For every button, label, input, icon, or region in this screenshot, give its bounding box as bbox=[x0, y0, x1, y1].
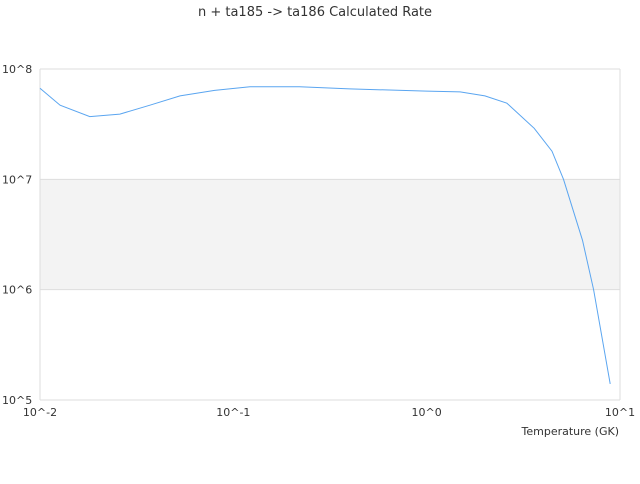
grid-lines bbox=[39, 68, 621, 401]
plot-band bbox=[40, 179, 620, 290]
y-tick-label: 10^8 bbox=[2, 63, 32, 76]
x-tick-label: 10^0 bbox=[412, 406, 442, 419]
y-tick-label: 10^6 bbox=[2, 284, 32, 297]
y-tick-label: 10^5 bbox=[2, 394, 32, 407]
x-axis-label: Temperature (GK) bbox=[521, 425, 620, 438]
chart-title: n + ta185 -> ta186 Calculated Rate bbox=[198, 5, 432, 20]
series-line bbox=[39, 86, 611, 384]
y-axis-ticks: 10^5 10^6 10^7 10^8 bbox=[2, 63, 32, 407]
x-tick-label: 10^1 bbox=[605, 406, 635, 419]
plot-bands bbox=[40, 179, 620, 290]
x-tick-label: 10^-2 bbox=[23, 406, 57, 419]
y-tick-label: 10^7 bbox=[2, 173, 32, 186]
x-tick-label: 10^-1 bbox=[216, 406, 250, 419]
x-axis-ticks: 10^-2 10^-1 10^0 10^1 bbox=[23, 406, 635, 419]
